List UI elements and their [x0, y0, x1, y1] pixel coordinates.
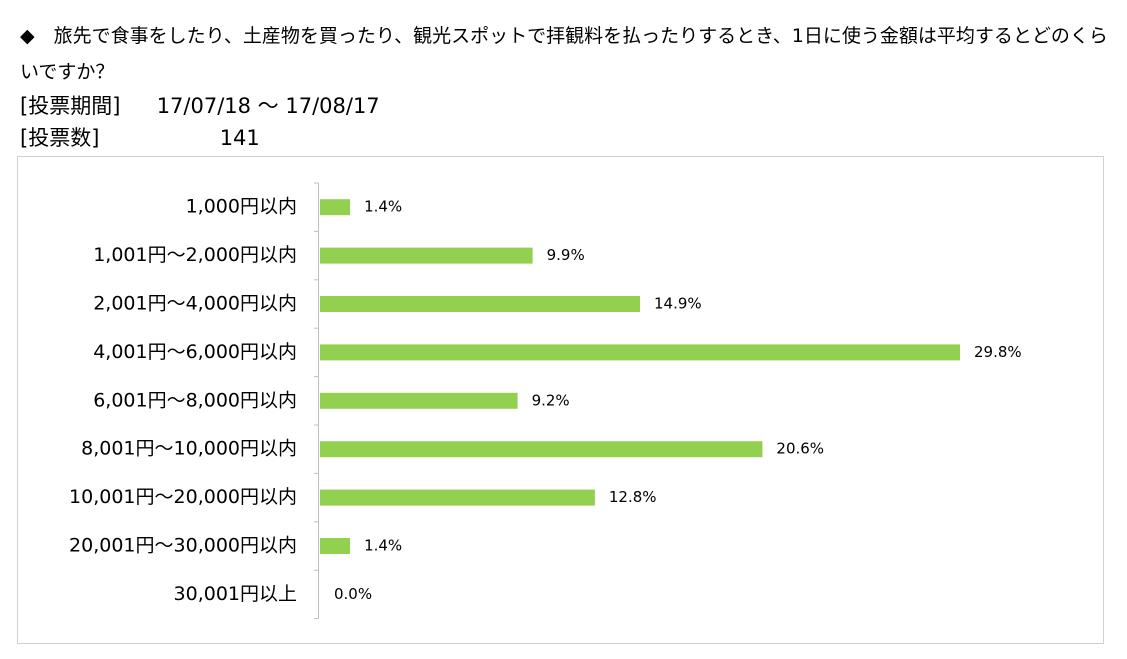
category-label: 2,001円～4,000円以内: [93, 293, 297, 315]
category-label: 10,001円～20,000円以内: [69, 486, 297, 508]
bar: [320, 441, 763, 458]
value-label: 20.6%: [776, 440, 824, 458]
value-label: 14.9%: [654, 295, 702, 313]
question: ◆ 旅先で食事をしたり、土産物を買ったり、観光スポットで拝観料を払ったりするとき…: [20, 25, 1108, 83]
chart-frame: [17, 156, 1104, 644]
value-label: 9.9%: [547, 246, 585, 264]
bar: [320, 247, 533, 264]
category-label: 1,000円以内: [186, 196, 297, 218]
count-row: [投票数] 141: [20, 122, 260, 152]
bar: [320, 199, 351, 216]
value-label: 29.8%: [974, 343, 1022, 361]
category-label: 6,001円～8,000円以内: [93, 389, 297, 411]
category-label: 20,001円～30,000円以内: [69, 535, 297, 557]
period-label: [投票期間]: [20, 94, 121, 118]
value-label: 1.4%: [364, 537, 402, 555]
value-label: 1.4%: [364, 198, 402, 216]
value-label: 12.8%: [609, 488, 657, 506]
category-label: 4,001円～6,000円以内: [93, 341, 297, 363]
category-label: 30,001円以上: [174, 583, 297, 605]
bar: [320, 344, 960, 361]
category-label: 8,001円～10,000円以内: [81, 438, 297, 460]
value-label: 9.2%: [532, 391, 570, 409]
value-label: 0.0%: [334, 585, 372, 603]
bar: [320, 489, 595, 506]
period-row: [投票期間] 17/07/18 ～ 17/08/17: [20, 90, 380, 120]
period-value: 17/07/18 ～ 17/08/17: [156, 94, 380, 118]
count-label: [投票数]: [20, 126, 100, 150]
bar: [320, 392, 518, 409]
category-label: 1,001円～2,000円以内: [93, 244, 297, 266]
bar: [320, 538, 351, 554]
bar: [320, 296, 640, 312]
count-value: 141: [219, 126, 260, 150]
